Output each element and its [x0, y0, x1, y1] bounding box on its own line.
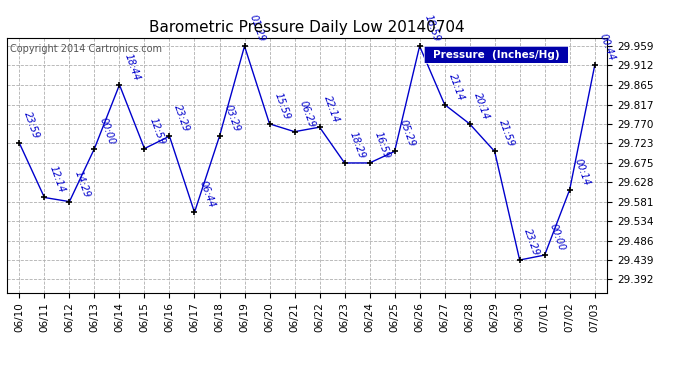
- Text: 23:29: 23:29: [172, 104, 191, 134]
- Text: 05:29: 05:29: [397, 118, 417, 148]
- Text: 00:14: 00:14: [573, 157, 591, 187]
- Text: 21:14: 21:14: [447, 72, 466, 102]
- Text: 20:14: 20:14: [473, 91, 491, 121]
- Text: 00:44: 00:44: [598, 33, 617, 63]
- Text: 16:59: 16:59: [373, 130, 391, 160]
- Text: 18:59: 18:59: [422, 13, 442, 44]
- Text: 23:29: 23:29: [522, 227, 542, 257]
- Text: 00:00: 00:00: [547, 222, 566, 252]
- Text: 06:44: 06:44: [197, 180, 217, 210]
- Text: 15:59: 15:59: [273, 91, 291, 121]
- Text: 18:29: 18:29: [347, 130, 366, 160]
- Text: 06:29: 06:29: [297, 99, 317, 129]
- Text: 12:14: 12:14: [47, 165, 66, 195]
- Text: 23:59: 23:59: [22, 111, 41, 140]
- Text: Copyright 2014 Cartronics.com: Copyright 2014 Cartronics.com: [10, 44, 162, 54]
- Text: 00:00: 00:00: [97, 116, 117, 146]
- Text: 18:44: 18:44: [122, 52, 141, 82]
- Text: 14:29: 14:29: [72, 169, 91, 199]
- Title: Barometric Pressure Daily Low 20140704: Barometric Pressure Daily Low 20140704: [149, 20, 465, 35]
- Text: 12:59: 12:59: [147, 116, 166, 146]
- Text: 03:29: 03:29: [222, 104, 242, 134]
- Text: 21:59: 21:59: [497, 118, 517, 148]
- Text: 22:14: 22:14: [322, 94, 342, 124]
- Text: 01:29: 01:29: [247, 13, 266, 44]
